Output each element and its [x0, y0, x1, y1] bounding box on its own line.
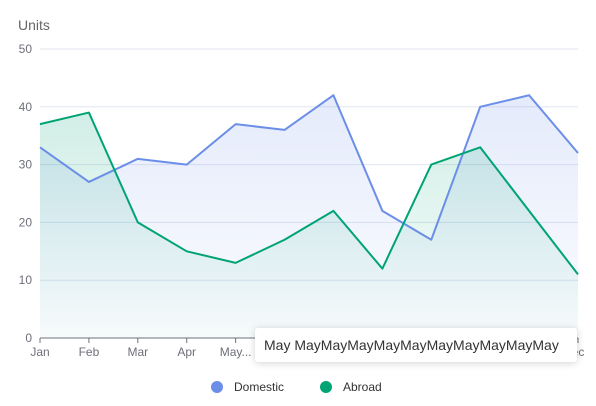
series-areas: [40, 95, 578, 339]
y-tick-label: 0: [25, 331, 32, 345]
x-tick-label: Mar: [127, 345, 148, 359]
x-tick-label: Apr: [177, 345, 196, 359]
y-tick-label: 20: [19, 215, 33, 229]
series-lines: [39, 94, 579, 276]
tooltip: May MayMayMayMayMayMayMayMayMayMay: [255, 328, 577, 362]
x-tick-label: May...: [220, 345, 252, 359]
legend-label: Abroad: [343, 380, 382, 394]
y-tick-label: 40: [19, 100, 33, 114]
legend-item-domestic[interactable]: Domestic: [211, 380, 284, 394]
legend[interactable]: Domestic Abroad: [211, 380, 382, 394]
legend-marker: [211, 381, 223, 393]
series-line-domestic: [39, 94, 579, 241]
y-tick-label: 10: [19, 273, 33, 287]
x-tick-label: Jan: [30, 345, 49, 359]
series-line-abroad: [39, 111, 579, 276]
legend-item-abroad[interactable]: Abroad: [320, 380, 382, 394]
y-tick-label: 30: [19, 158, 33, 172]
legend-label: Domestic: [234, 380, 284, 394]
x-tick-label: Feb: [79, 345, 100, 359]
y-axis-title: Units: [18, 17, 50, 33]
y-tick-label: 50: [19, 42, 33, 56]
legend-marker: [320, 381, 332, 393]
